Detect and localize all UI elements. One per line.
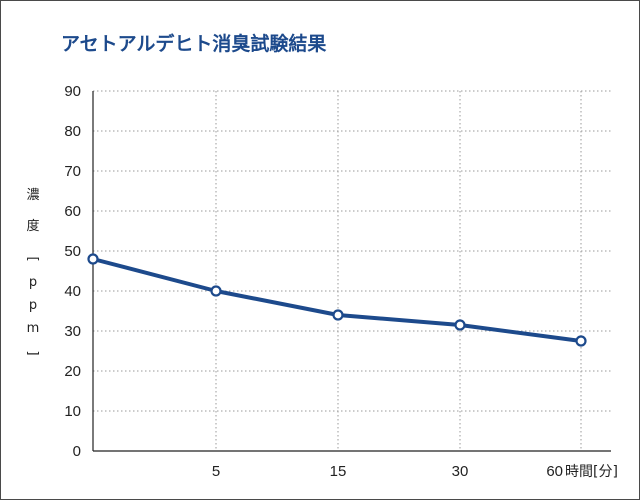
x-axis-label: 時間[分] — [565, 464, 618, 480]
series-concentration — [87, 253, 587, 347]
data-point — [575, 335, 587, 347]
x-tick-label: 15 — [330, 463, 347, 480]
x-tick-labels: 5 15 30 60 — [212, 463, 563, 480]
y-tick-label: 10 — [64, 403, 81, 420]
y-tick-label: 50 — [64, 243, 81, 260]
gridlines — [93, 90, 611, 451]
y-axis-label-char: 濃 — [26, 188, 39, 203]
data-point — [210, 285, 222, 297]
y-tick-label: 40 — [64, 283, 81, 300]
y-axis-label: 濃度[ppm] — [25, 188, 40, 356]
series-line — [92, 257, 582, 343]
y-axis-label-char: [ — [25, 256, 40, 261]
y-axis-label-char: p — [29, 275, 37, 290]
y-tick-label: 30 — [64, 323, 81, 340]
x-tick-label: 5 — [212, 463, 220, 480]
y-tick-label: 90 — [64, 83, 81, 100]
data-point — [332, 309, 344, 321]
y-axis-label-char: ] — [25, 350, 40, 355]
y-axis-label-char: p — [29, 298, 37, 313]
x-tick-label: 60 — [546, 463, 563, 480]
axes — [92, 91, 611, 452]
y-axis-label-char: m — [27, 321, 40, 336]
chart-title: アセトアルデヒト消臭試験結果 — [61, 32, 326, 55]
y-tick-label: 80 — [64, 123, 81, 140]
y-tick-label: 60 — [64, 203, 81, 220]
data-point — [87, 253, 99, 265]
y-tick-label: 70 — [64, 163, 81, 180]
y-tick-label: 0 — [73, 443, 81, 460]
data-point — [454, 319, 466, 331]
y-tick-labels: 0 10 20 30 40 50 60 70 80 90 — [64, 83, 81, 460]
y-axis-label-char: 度 — [26, 218, 39, 234]
y-tick-label: 20 — [64, 363, 81, 380]
x-tick-label: 30 — [452, 463, 469, 480]
